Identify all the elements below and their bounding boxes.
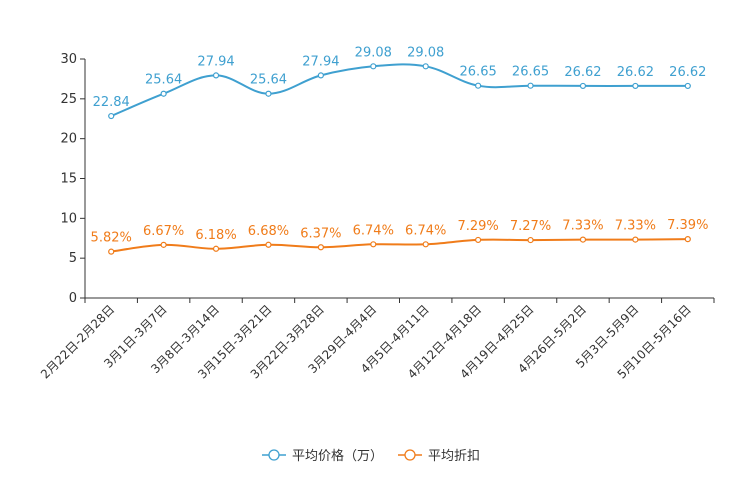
data-point[interactable] xyxy=(527,82,534,89)
data-label: 5.82% xyxy=(91,231,132,246)
data-label: 26.62 xyxy=(669,65,706,80)
data-label: 26.65 xyxy=(512,65,549,80)
data-label: 6.67% xyxy=(143,224,184,239)
data-point[interactable] xyxy=(370,63,377,70)
data-label: 25.64 xyxy=(250,73,287,88)
data-point[interactable] xyxy=(265,90,272,97)
legend-marker-icon xyxy=(268,449,280,461)
y-tick-label: 0 xyxy=(69,291,77,306)
data-point[interactable] xyxy=(422,241,429,248)
data-label: 6.37% xyxy=(300,226,341,241)
data-label: 26.65 xyxy=(460,65,497,80)
data-point[interactable] xyxy=(527,236,534,244)
series-line xyxy=(111,238,688,253)
series-avg-discount: 5.82% 6.67% 6.18% 6.68% 6.37% 6.74% 6.74% 7.29%… xyxy=(91,218,708,255)
data-point[interactable] xyxy=(579,82,587,90)
data-label: 7.33% xyxy=(615,219,656,234)
data-label: 7.29% xyxy=(457,219,498,234)
data-label: 6.74% xyxy=(405,223,446,238)
data-point[interactable] xyxy=(108,248,115,255)
data-label: 29.08 xyxy=(407,45,444,60)
data-label: 6.74% xyxy=(353,223,394,238)
data-point[interactable] xyxy=(422,63,429,70)
data-point[interactable] xyxy=(475,82,482,89)
data-label: 25.64 xyxy=(145,73,182,88)
data-label: 7.33% xyxy=(562,219,603,234)
y-tick-label: 15 xyxy=(60,172,77,187)
data-label: 29.08 xyxy=(355,45,392,60)
legend-label: 平均折扣 xyxy=(428,449,480,464)
data-label: 27.94 xyxy=(197,54,234,69)
data-point[interactable] xyxy=(370,241,377,248)
data-label: 7.39% xyxy=(667,218,708,233)
data-label: 22.84 xyxy=(93,95,130,110)
x-tick-label: 2月22日-2月28日 xyxy=(38,302,117,381)
data-point[interactable] xyxy=(317,244,324,251)
legend-label: 平均价格（万） xyxy=(292,448,383,464)
y-tick-label: 10 xyxy=(60,211,77,226)
data-label: 6.18% xyxy=(195,228,236,243)
data-point[interactable] xyxy=(160,241,167,248)
data-point[interactable] xyxy=(160,90,167,97)
data-point[interactable] xyxy=(212,245,220,252)
data-point[interactable] xyxy=(684,236,691,243)
data-point[interactable] xyxy=(475,236,482,244)
legend-marker-icon xyxy=(404,449,416,461)
data-point[interactable] xyxy=(579,236,587,243)
legend: 平均价格（万） 平均折扣 xyxy=(262,448,480,464)
data-point[interactable] xyxy=(108,112,115,120)
data-point[interactable] xyxy=(212,72,220,79)
data-label: 6.68% xyxy=(248,224,289,239)
legend-item[interactable]: 平均价格（万） xyxy=(262,448,383,464)
y-tick-label: 5 xyxy=(69,251,77,266)
data-point[interactable] xyxy=(265,241,272,248)
data-label: 26.62 xyxy=(617,65,654,80)
series-line xyxy=(110,63,688,117)
data-point[interactable] xyxy=(632,236,639,243)
data-point[interactable] xyxy=(632,82,639,90)
data-label: 27.94 xyxy=(302,54,339,69)
series-avg-price: 22.84 25.64 27.94 25.64 27.94 29.08 29.08 26.65… xyxy=(93,45,706,120)
data-point[interactable] xyxy=(317,72,324,79)
legend-item[interactable]: 平均折扣 xyxy=(398,449,480,464)
y-tick-label: 25 xyxy=(60,92,77,107)
y-tick-label: 20 xyxy=(60,132,77,147)
data-point[interactable] xyxy=(684,82,691,90)
data-label: 26.62 xyxy=(564,65,601,80)
data-label: 7.27% xyxy=(510,219,551,234)
y-tick-label: 30 xyxy=(60,52,77,67)
